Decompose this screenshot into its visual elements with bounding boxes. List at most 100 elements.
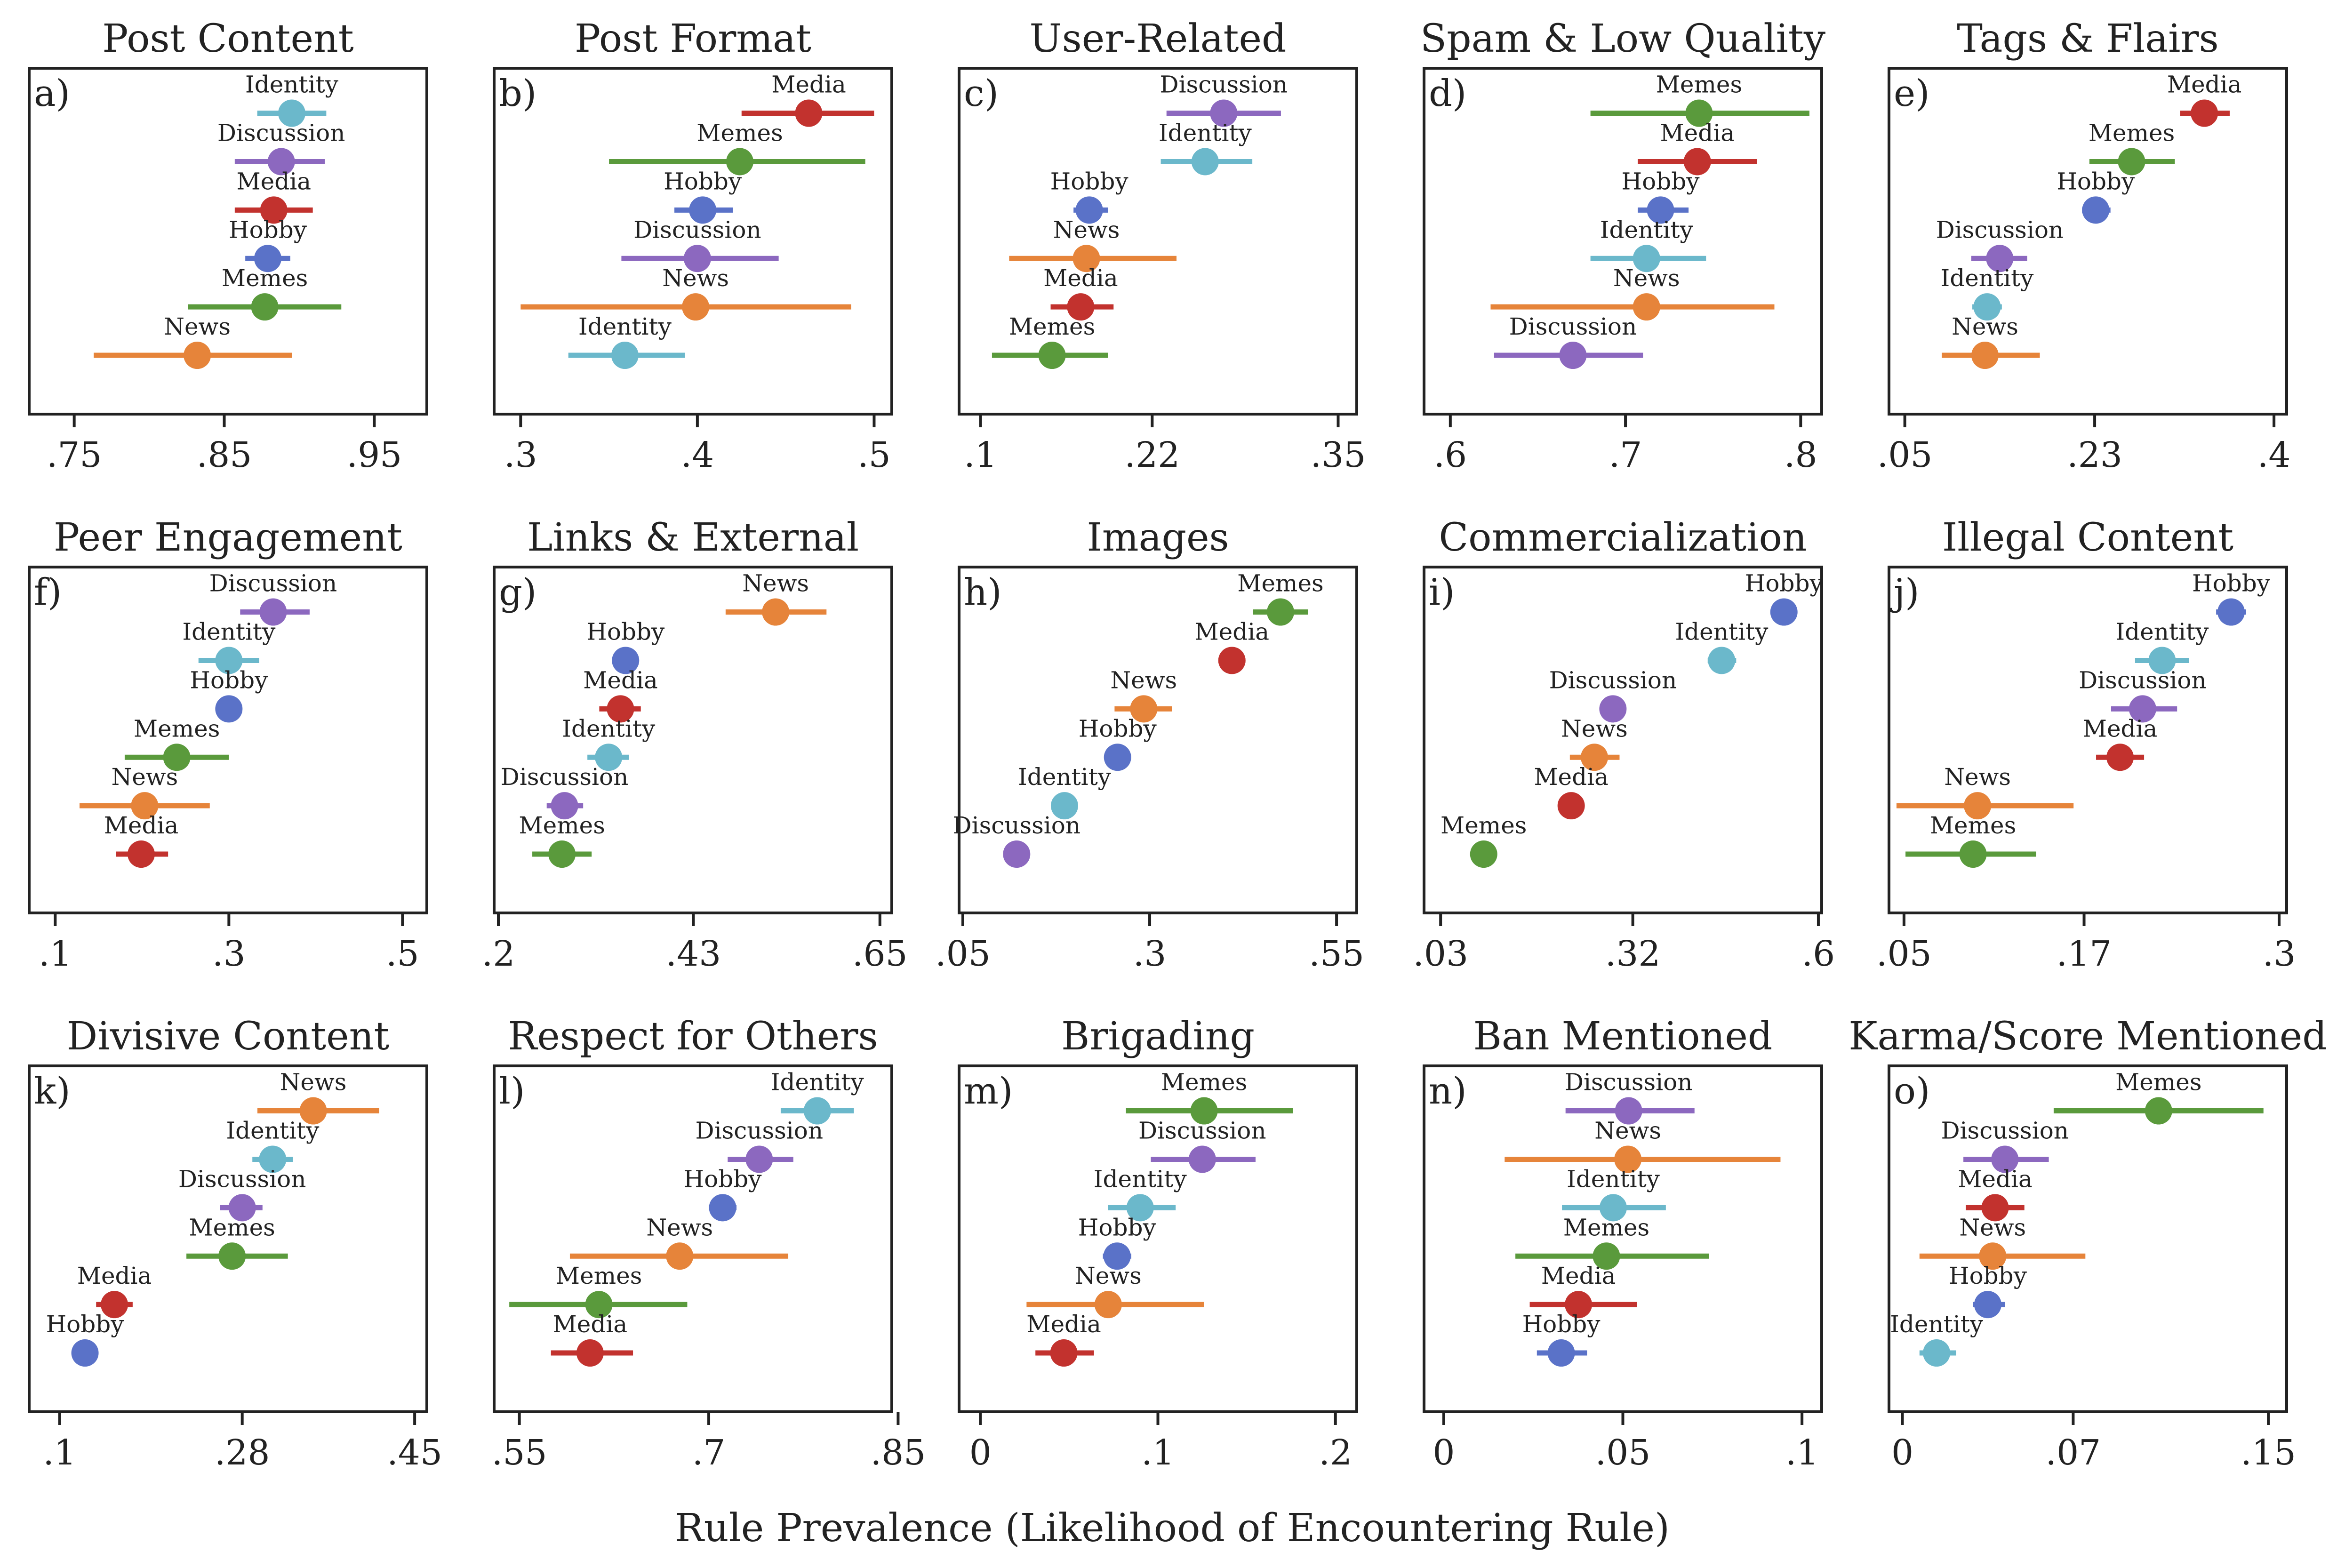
panel-title: Links & External bbox=[527, 515, 859, 560]
point-memes bbox=[1190, 1097, 1218, 1125]
panel-frame bbox=[958, 566, 1358, 914]
point-news bbox=[682, 293, 710, 321]
panel-frame bbox=[1423, 67, 1823, 416]
point-label-news: News bbox=[1561, 715, 1628, 742]
x-tick-label: .4 bbox=[2257, 435, 2291, 475]
panel-letter: i) bbox=[1429, 571, 1455, 614]
point-label-hobby: Hobby bbox=[1078, 1214, 1157, 1241]
x-tick-label: .4 bbox=[681, 435, 714, 475]
point-media bbox=[1050, 1339, 1078, 1367]
panel-title: Spam & Low Quality bbox=[1420, 16, 1826, 61]
panel-frame bbox=[1888, 67, 2288, 416]
point-label-identity: Identity bbox=[1094, 1165, 1187, 1192]
panel-title: Post Format bbox=[575, 16, 811, 61]
panel-frame bbox=[493, 1064, 893, 1413]
x-tick-label: .05 bbox=[935, 934, 991, 974]
point-label-media: Media bbox=[771, 71, 846, 98]
point-label-news: News bbox=[742, 570, 809, 597]
point-label-news: News bbox=[1110, 666, 1177, 694]
point-label-news: News bbox=[1944, 763, 2011, 791]
panel-title: Commercialization bbox=[1439, 515, 1807, 560]
point-memes bbox=[251, 293, 279, 321]
x-tick-label: .55 bbox=[1309, 934, 1364, 974]
panel-karma-score-mentioned: Karma/Score Mentioned o) 0 .07 .15 Memes Discu… bbox=[1849, 1014, 2327, 1473]
point-label-identity: Identity bbox=[1600, 216, 1694, 243]
point-media bbox=[1067, 293, 1095, 321]
point-label-news: News bbox=[1952, 313, 2018, 340]
point-hobby bbox=[1075, 196, 1103, 224]
point-label-discussion: Discussion bbox=[1941, 1117, 2069, 1144]
point-label-memes: Memes bbox=[1930, 812, 2016, 839]
point-label-identity: Identity bbox=[578, 313, 672, 340]
point-label-news: News bbox=[1959, 1214, 2026, 1241]
point-label-identity: Identity bbox=[226, 1117, 320, 1144]
point-label-hobby: Hobby bbox=[664, 168, 742, 195]
point-identity bbox=[1126, 1194, 1154, 1222]
x-tick-label: 0 bbox=[1891, 1432, 1913, 1473]
point-memes bbox=[2118, 148, 2145, 176]
x-tick-label: .6 bbox=[1434, 435, 1467, 475]
point-media bbox=[1981, 1194, 2009, 1222]
point-media bbox=[1683, 148, 1711, 176]
point-label-discussion: Discussion bbox=[1936, 216, 2064, 243]
x-tick-label: .8 bbox=[1784, 435, 1817, 475]
x-tick-label: .1 bbox=[964, 435, 997, 475]
point-identity bbox=[259, 1145, 287, 1173]
point-media bbox=[2106, 744, 2134, 771]
panel-post-content: Post Content a) .75 .85 .95 Identity Discussio… bbox=[28, 16, 428, 475]
point-hobby bbox=[709, 1194, 736, 1222]
point-label-memes: Memes bbox=[189, 1214, 275, 1241]
x-tick-label: .55 bbox=[492, 1432, 547, 1473]
point-media bbox=[101, 1291, 128, 1319]
point-label-media: Media bbox=[553, 1311, 628, 1338]
x-tick-label: .23 bbox=[2067, 435, 2122, 475]
point-label-hobby: Hobby bbox=[46, 1311, 125, 1338]
point-label-memes: Memes bbox=[1237, 570, 1323, 597]
panel-tags-flairs: Tags & Flairs e) .05 .23 .4 Media Memes Hobby Di… bbox=[1877, 16, 2291, 475]
panel-commercialization: Commercialization i) .03 .32 .6 Hobby Identity… bbox=[1413, 515, 1835, 974]
point-memes bbox=[726, 148, 754, 176]
panel-links-external: Links & External g) .2 .43 .65 News Hobby Media… bbox=[482, 515, 908, 974]
point-media bbox=[1218, 647, 1246, 674]
point-memes bbox=[1038, 342, 1066, 369]
panel-letter: d) bbox=[1429, 72, 1466, 115]
panel-title: User-Related bbox=[1030, 16, 1287, 61]
x-tick-label: .5 bbox=[857, 435, 891, 475]
point-discussion bbox=[1559, 342, 1587, 369]
point-label-identity: Identity bbox=[245, 71, 339, 98]
point-hobby bbox=[2217, 598, 2245, 626]
point-label-memes: Memes bbox=[2115, 1069, 2201, 1096]
x-tick-label: .05 bbox=[1876, 934, 1932, 974]
point-memes bbox=[1470, 840, 1497, 868]
point-news bbox=[1072, 245, 1100, 272]
point-label-memes: Memes bbox=[134, 715, 220, 742]
point-label-media: Media bbox=[1194, 618, 1269, 645]
point-identity bbox=[1923, 1339, 1951, 1367]
panel-letter: n) bbox=[1429, 1070, 1467, 1112]
point-memes bbox=[548, 840, 576, 868]
point-label-identity: Identity bbox=[1018, 763, 1112, 791]
point-label-memes: Memes bbox=[1009, 313, 1095, 340]
panel-respect-for-others: Respect for Others l) .55 .7 .85 Identity Disc… bbox=[492, 1014, 926, 1473]
point-identity bbox=[803, 1097, 831, 1125]
point-hobby bbox=[1647, 196, 1674, 224]
point-hobby bbox=[71, 1339, 99, 1367]
panel-letter: o) bbox=[1894, 1070, 1930, 1112]
point-label-discussion: Discussion bbox=[1138, 1117, 1266, 1144]
point-label-identity: Identity bbox=[771, 1069, 864, 1096]
x-tick-label: .7 bbox=[692, 1432, 726, 1473]
point-label-identity: Identity bbox=[1940, 264, 2034, 292]
panel-letter: l) bbox=[499, 1070, 525, 1112]
point-label-hobby: Hobby bbox=[2192, 570, 2271, 597]
point-label-discussion: Discussion bbox=[1160, 71, 1288, 98]
x-tick-label: .15 bbox=[2241, 1432, 2296, 1473]
panel-letter: a) bbox=[34, 72, 70, 115]
panel-letter: c) bbox=[964, 72, 999, 115]
point-media bbox=[576, 1339, 604, 1367]
point-label-media: Media bbox=[583, 666, 658, 694]
panel-spam-low-quality: Spam & Low Quality d) .6 .7 .8 Memes Media Hobb… bbox=[1420, 16, 1826, 475]
x-tick-label: .2 bbox=[482, 934, 515, 974]
point-label-news: News bbox=[1075, 1262, 1142, 1289]
point-label-hobby: Hobby bbox=[2057, 168, 2135, 195]
point-label-discussion: Discussion bbox=[1509, 313, 1637, 340]
